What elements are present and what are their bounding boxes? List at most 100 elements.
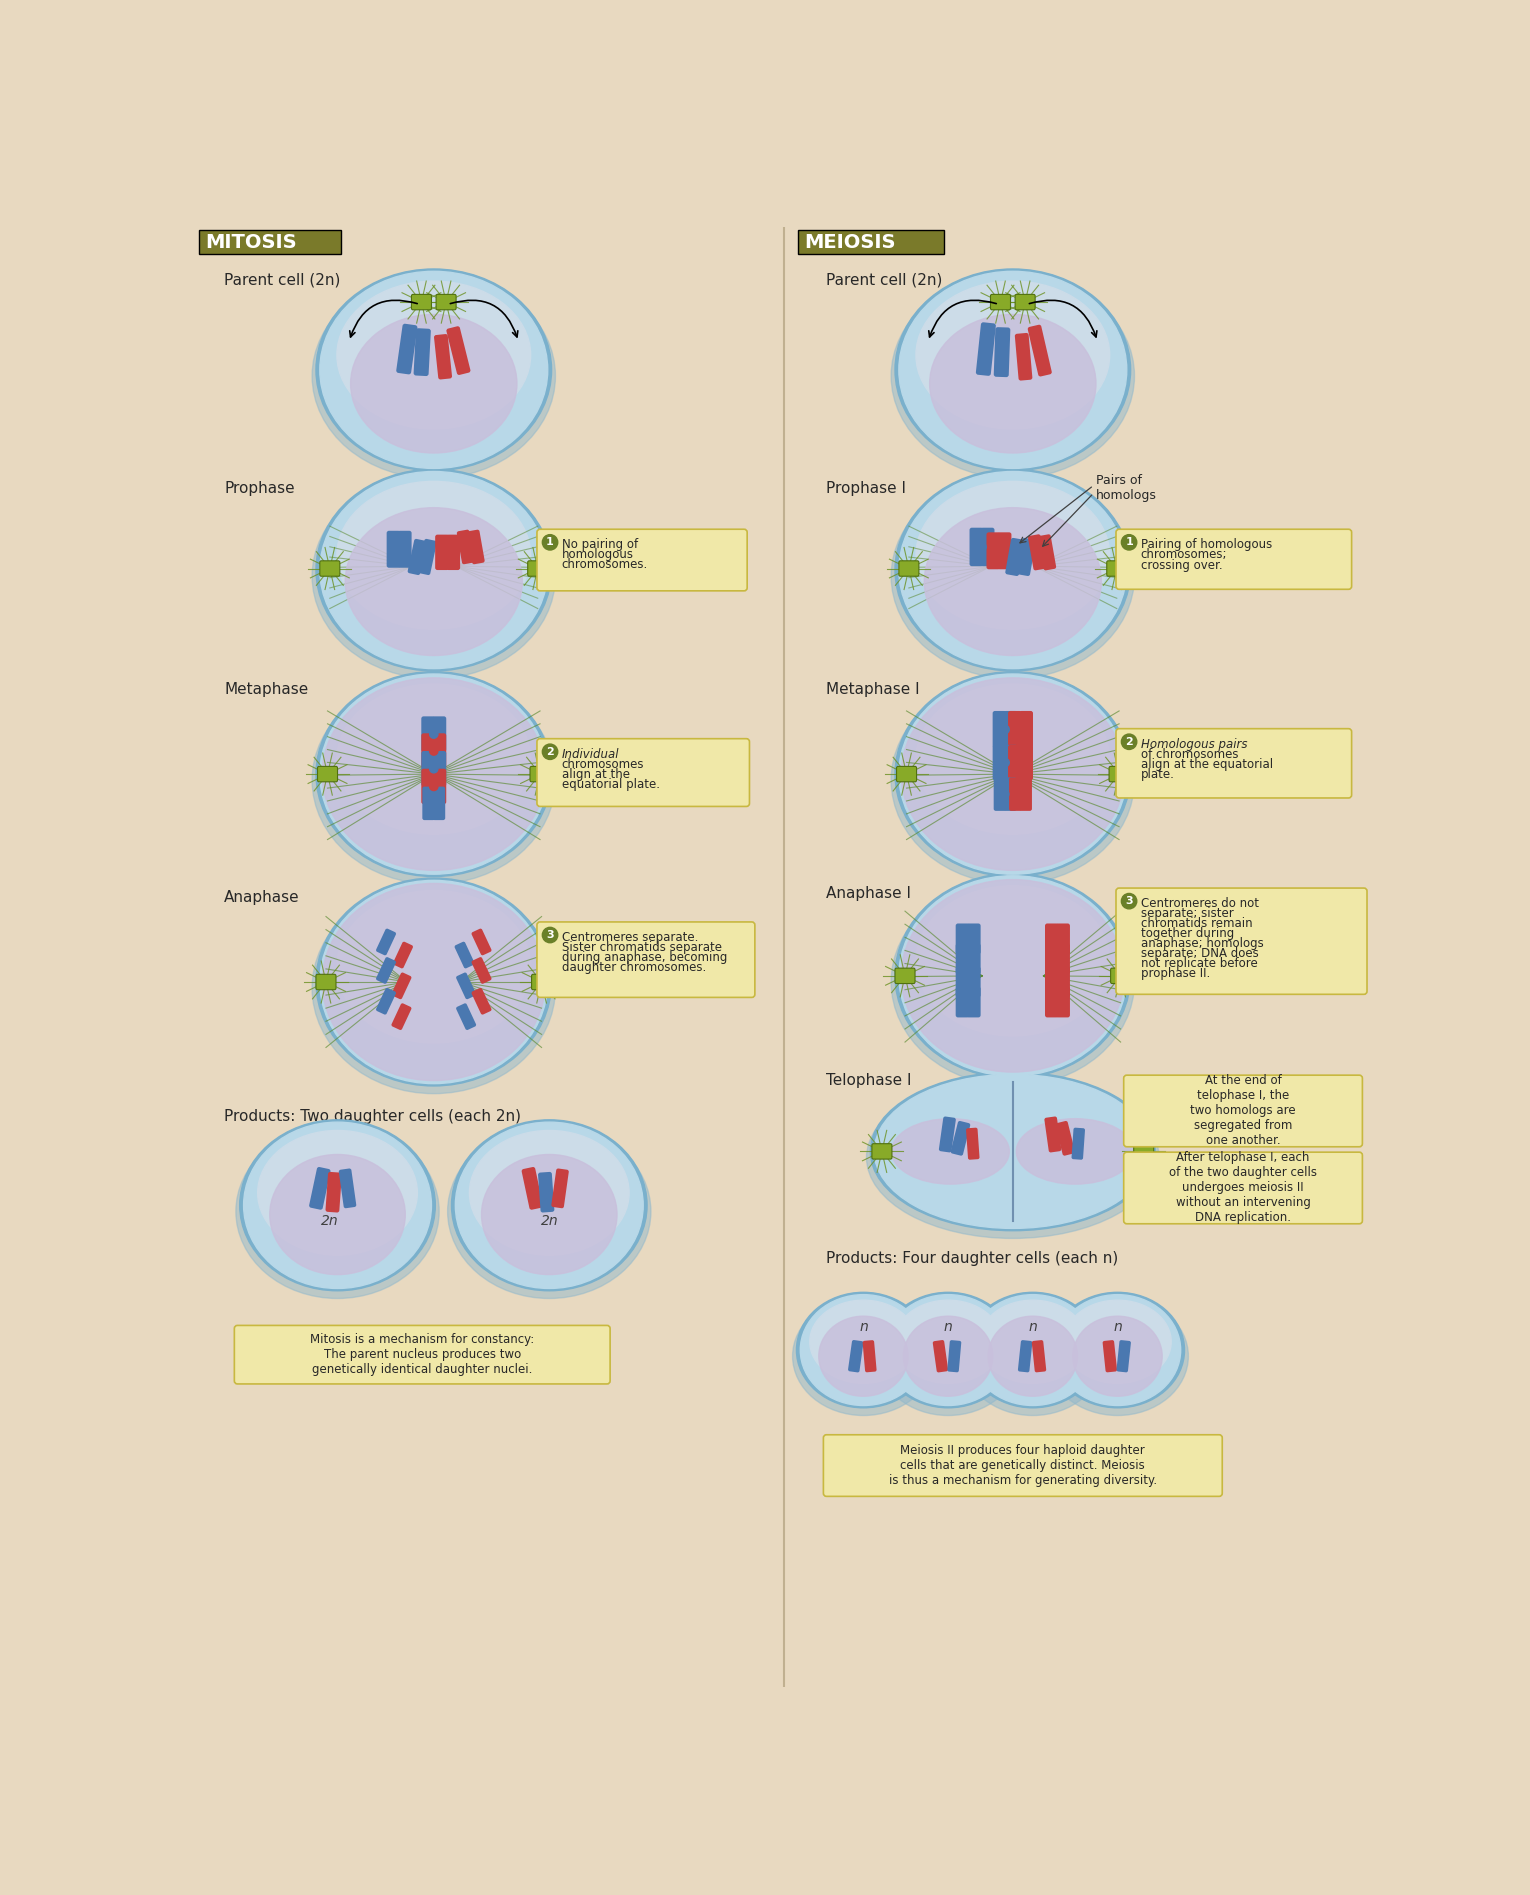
FancyBboxPatch shape <box>1028 324 1051 377</box>
Text: Pairs of
homologs: Pairs of homologs <box>1095 474 1157 502</box>
Circle shape <box>1016 726 1025 733</box>
FancyBboxPatch shape <box>1014 334 1033 381</box>
Ellipse shape <box>269 1154 405 1275</box>
Circle shape <box>444 548 451 557</box>
Text: 3: 3 <box>1125 896 1132 906</box>
Text: Metaphase: Metaphase <box>225 682 309 697</box>
FancyBboxPatch shape <box>551 1169 569 1209</box>
Ellipse shape <box>312 474 555 678</box>
Circle shape <box>1039 548 1047 555</box>
Circle shape <box>964 934 972 944</box>
Ellipse shape <box>871 1073 1155 1230</box>
Circle shape <box>1121 893 1137 910</box>
Ellipse shape <box>916 481 1109 629</box>
FancyBboxPatch shape <box>376 929 396 955</box>
Ellipse shape <box>895 874 1131 1078</box>
Ellipse shape <box>892 1118 1010 1184</box>
FancyBboxPatch shape <box>522 1167 543 1209</box>
Text: MITOSIS: MITOSIS <box>205 233 297 252</box>
Ellipse shape <box>901 678 1125 870</box>
Ellipse shape <box>895 269 1131 470</box>
Ellipse shape <box>970 1294 1095 1406</box>
FancyBboxPatch shape <box>1045 966 1059 997</box>
Ellipse shape <box>470 1131 629 1254</box>
Ellipse shape <box>317 470 552 671</box>
Text: crossing over.: crossing over. <box>1141 559 1222 572</box>
FancyBboxPatch shape <box>898 561 920 576</box>
Text: 1: 1 <box>546 538 554 548</box>
FancyBboxPatch shape <box>421 733 435 769</box>
FancyBboxPatch shape <box>433 750 447 786</box>
Text: Sister chromatids separate: Sister chromatids separate <box>562 942 722 955</box>
FancyBboxPatch shape <box>993 777 1007 811</box>
Ellipse shape <box>890 474 1134 678</box>
Ellipse shape <box>1063 1300 1170 1383</box>
Circle shape <box>1053 934 1062 944</box>
Circle shape <box>964 978 972 985</box>
FancyBboxPatch shape <box>1005 538 1025 576</box>
FancyBboxPatch shape <box>956 987 970 1018</box>
Ellipse shape <box>881 1292 1014 1408</box>
Circle shape <box>542 745 558 760</box>
FancyBboxPatch shape <box>421 750 435 786</box>
FancyBboxPatch shape <box>537 923 754 997</box>
FancyBboxPatch shape <box>1056 923 1069 955</box>
Text: of chromosomes: of chromosomes <box>1141 749 1238 762</box>
Ellipse shape <box>916 684 1109 834</box>
FancyBboxPatch shape <box>967 944 981 974</box>
Circle shape <box>1121 733 1137 749</box>
FancyBboxPatch shape <box>897 766 916 783</box>
Ellipse shape <box>877 1296 1019 1416</box>
Text: align at the equatorial: align at the equatorial <box>1141 758 1273 771</box>
FancyBboxPatch shape <box>823 1435 1222 1497</box>
FancyBboxPatch shape <box>967 923 981 955</box>
Text: No pairing of: No pairing of <box>562 538 638 551</box>
Circle shape <box>1053 999 1062 1006</box>
Text: n: n <box>1114 1321 1121 1334</box>
FancyBboxPatch shape <box>317 974 337 989</box>
FancyBboxPatch shape <box>454 942 474 968</box>
Ellipse shape <box>890 877 1134 1086</box>
Text: separate; DNA does: separate; DNA does <box>1141 948 1258 961</box>
Text: chromosomes;: chromosomes; <box>1141 548 1227 561</box>
Ellipse shape <box>924 508 1102 656</box>
Ellipse shape <box>323 883 545 1080</box>
FancyBboxPatch shape <box>1016 538 1036 576</box>
FancyBboxPatch shape <box>467 531 485 565</box>
Text: homologous: homologous <box>562 548 633 561</box>
FancyBboxPatch shape <box>976 322 996 375</box>
Text: not replicate before: not replicate before <box>1141 957 1258 970</box>
FancyBboxPatch shape <box>1039 534 1056 570</box>
Text: together during: together during <box>1141 927 1233 940</box>
FancyBboxPatch shape <box>993 745 1007 781</box>
Circle shape <box>542 534 558 550</box>
Ellipse shape <box>797 1292 930 1408</box>
Text: 2n: 2n <box>540 1213 558 1228</box>
Ellipse shape <box>317 877 552 1086</box>
FancyBboxPatch shape <box>1117 1340 1131 1372</box>
FancyBboxPatch shape <box>1031 1340 1047 1372</box>
FancyBboxPatch shape <box>396 324 418 375</box>
FancyBboxPatch shape <box>376 987 396 1014</box>
FancyBboxPatch shape <box>471 987 491 1014</box>
Circle shape <box>1121 534 1137 550</box>
FancyBboxPatch shape <box>1103 1340 1117 1372</box>
Text: n: n <box>1028 1321 1037 1334</box>
FancyBboxPatch shape <box>421 716 435 752</box>
FancyBboxPatch shape <box>413 328 431 375</box>
Ellipse shape <box>337 891 531 1042</box>
Circle shape <box>430 730 438 739</box>
Circle shape <box>994 546 1004 555</box>
Ellipse shape <box>916 280 1109 428</box>
Text: Prophase: Prophase <box>225 481 295 496</box>
Circle shape <box>1016 758 1025 767</box>
FancyBboxPatch shape <box>422 786 435 821</box>
Ellipse shape <box>890 677 1134 885</box>
Ellipse shape <box>898 675 1126 874</box>
Ellipse shape <box>901 879 1125 1073</box>
Circle shape <box>395 546 404 553</box>
Ellipse shape <box>1073 1317 1163 1397</box>
FancyBboxPatch shape <box>1019 711 1033 749</box>
FancyBboxPatch shape <box>1019 777 1031 811</box>
FancyBboxPatch shape <box>970 527 984 567</box>
